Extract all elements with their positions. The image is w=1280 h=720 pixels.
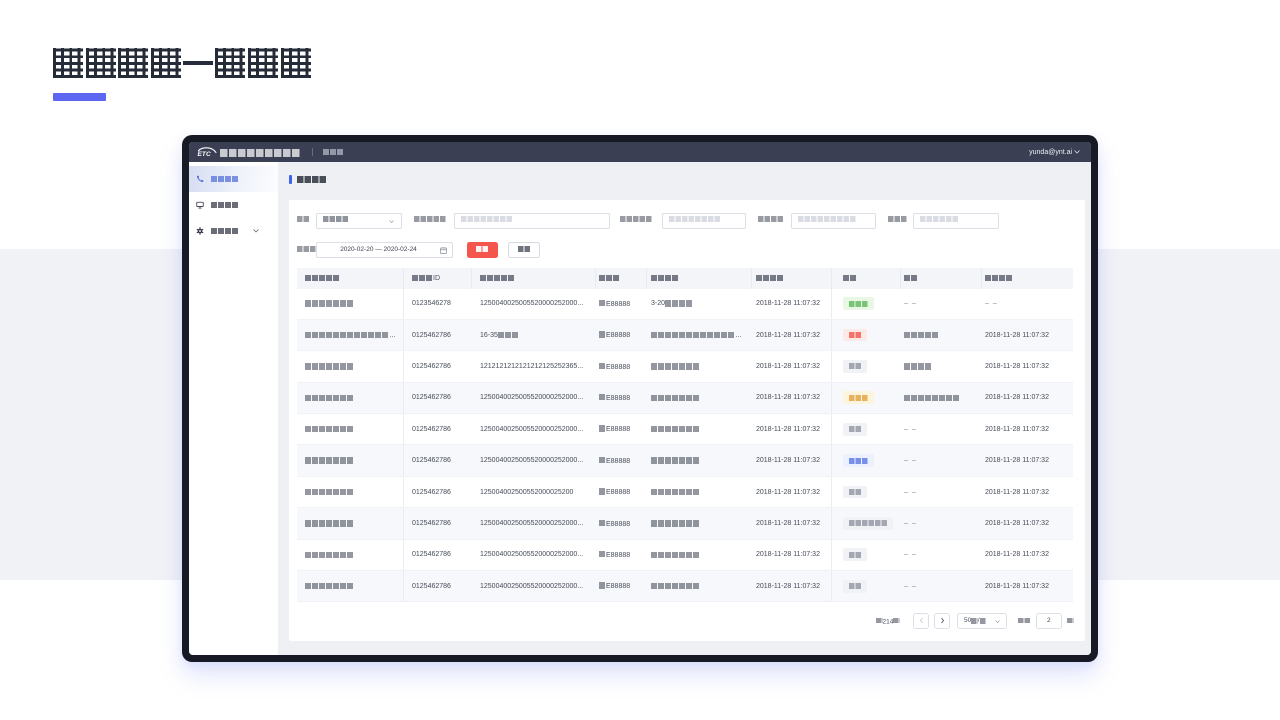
- svg-text:ETC: ETC: [198, 151, 212, 157]
